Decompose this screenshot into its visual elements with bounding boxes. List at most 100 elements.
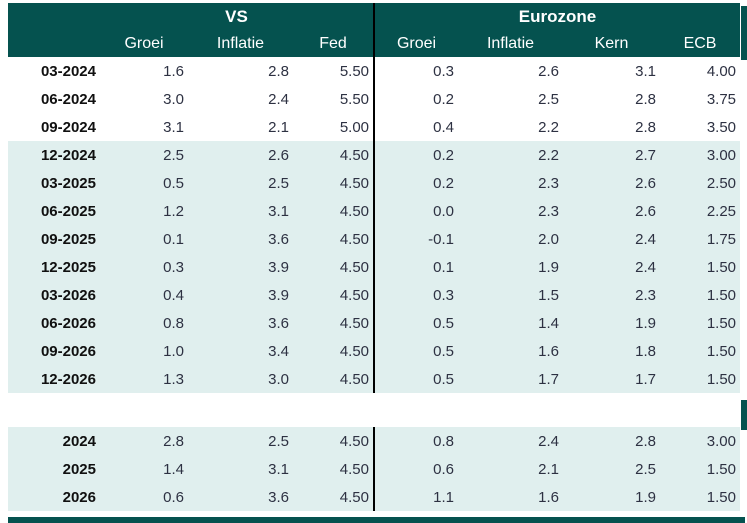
row-label: 06-2024 bbox=[40, 90, 96, 108]
cell: 3.9 bbox=[268, 286, 289, 304]
cell: 1.50 bbox=[706, 488, 736, 506]
cell: 5.50 bbox=[339, 90, 370, 108]
cell: 3.6 bbox=[268, 230, 289, 248]
col-header-vs-groei: Groei bbox=[100, 30, 188, 57]
row-label: 2024 bbox=[62, 432, 96, 450]
cell: 2.3 bbox=[635, 286, 657, 304]
cell: 0.3 bbox=[163, 258, 184, 276]
cell: 3.1 bbox=[268, 460, 289, 478]
cell: 4.50 bbox=[339, 174, 370, 192]
cell: 1.9 bbox=[635, 488, 656, 506]
cell: -0.1 bbox=[373, 225, 459, 253]
cell: 4.50 bbox=[339, 230, 370, 248]
row-label: 2025 bbox=[62, 460, 96, 478]
cell: 1.6 bbox=[538, 488, 559, 506]
cell: 2.3 bbox=[538, 174, 560, 192]
row-label: 03-2025 bbox=[40, 174, 96, 192]
clipped-adjacent-table-fragment-mid bbox=[741, 400, 747, 430]
cell: 2.4 bbox=[268, 90, 289, 108]
group-header-eurozone: Eurozone bbox=[373, 3, 741, 30]
cell: 2.8 bbox=[635, 432, 656, 450]
cell: 3.00 bbox=[706, 146, 737, 164]
cell: 1.2 bbox=[163, 202, 184, 220]
cell: 1.1 bbox=[373, 483, 458, 511]
cell: 2.3 bbox=[538, 202, 560, 220]
col-header-fed: Fed bbox=[293, 30, 375, 57]
cell: 2.2 bbox=[538, 146, 560, 164]
cell: 2.0 bbox=[538, 230, 560, 248]
table-row: 03-2026 0.4 3.9 4.50 0.3 1.5 2.3 1.50 bbox=[8, 281, 741, 309]
cell: 1.6 bbox=[163, 62, 184, 80]
table-row: 2026 0.6 3.6 4.50 1.1 1.6 1.9 1.50 bbox=[8, 483, 740, 511]
cell: 2.1 bbox=[268, 118, 289, 136]
quarterly-rows: 03-2024 1.6 2.8 5.50 0.3 2.6 3.1 4.00 06-2024 3.0… bbox=[8, 57, 741, 393]
annual-summary-table: 2024 2.8 2.5 4.50 0.8 2.4 2.8 3.00 2025 1.4 3.1 4.5… bbox=[8, 427, 740, 511]
table-header: VS Eurozone Groei Inflatie Fed Groei Inf… bbox=[8, 3, 741, 57]
table-row: 03-2025 0.5 2.5 4.50 0.2 2.3 2.6 2.50 bbox=[8, 169, 741, 197]
cell: 2.8 bbox=[163, 432, 184, 450]
cell: 5.50 bbox=[339, 62, 370, 80]
cell: 4.50 bbox=[339, 258, 370, 276]
cell: 4.00 bbox=[706, 62, 737, 80]
table-row: 03-2024 1.6 2.8 5.50 0.3 2.6 3.1 4.00 bbox=[8, 57, 740, 85]
cell: 1.75 bbox=[706, 230, 737, 248]
cell: 1.7 bbox=[538, 370, 560, 388]
row-label: 2026 bbox=[62, 488, 96, 506]
cell: 2.25 bbox=[706, 202, 737, 220]
cell: 3.50 bbox=[706, 118, 737, 136]
col-header-vs-inflatie: Inflatie bbox=[188, 30, 293, 57]
cell: 0.3 bbox=[373, 57, 459, 85]
cell: 3.4 bbox=[268, 342, 289, 360]
cell: 1.50 bbox=[706, 342, 737, 360]
cell: 0.4 bbox=[373, 113, 459, 141]
forecast-sheet: VS Eurozone Groei Inflatie Fed Groei Inf… bbox=[0, 3, 747, 523]
table-row: 09-2026 1.0 3.4 4.50 0.5 1.6 1.8 1.50 bbox=[8, 337, 741, 365]
cell: 0.5 bbox=[373, 309, 459, 337]
cell: 1.7 bbox=[635, 370, 657, 388]
cell: 0.2 bbox=[373, 85, 459, 113]
cell: 4.50 bbox=[339, 146, 370, 164]
cell: 1.50 bbox=[706, 258, 737, 276]
table-row: 09-2024 3.1 2.1 5.00 0.4 2.2 2.8 3.50 bbox=[8, 113, 740, 141]
cell: 3.0 bbox=[268, 370, 289, 388]
cell: 2.4 bbox=[635, 258, 657, 276]
cell: 0.5 bbox=[163, 174, 184, 192]
cell: 0.1 bbox=[163, 230, 184, 248]
cell: 1.50 bbox=[706, 460, 736, 478]
table-row: 06-2024 3.0 2.4 5.50 0.2 2.5 2.8 3.75 bbox=[8, 85, 740, 113]
cell: 2.8 bbox=[268, 62, 289, 80]
table-row: 2024 2.8 2.5 4.50 0.8 2.4 2.8 3.00 bbox=[8, 427, 740, 455]
cell: 5.00 bbox=[339, 118, 370, 136]
row-label: 06-2026 bbox=[40, 314, 96, 332]
cell: 1.50 bbox=[706, 314, 737, 332]
table-row: 09-2025 0.1 3.6 4.50 -0.1 2.0 2.4 1.75 bbox=[8, 225, 741, 253]
cell: 1.9 bbox=[635, 314, 657, 332]
cell: 1.3 bbox=[163, 370, 184, 388]
cell: 2.5 bbox=[268, 432, 289, 450]
cell: 2.4 bbox=[635, 230, 657, 248]
cell: 2.6 bbox=[538, 62, 560, 80]
col-header-ez-groei: Groei bbox=[373, 30, 459, 57]
cell: 1.0 bbox=[163, 342, 184, 360]
cell: 0.1 bbox=[373, 253, 459, 281]
row-label: 03-2026 bbox=[40, 286, 96, 304]
cell: 2.5 bbox=[163, 146, 184, 164]
cell: 1.9 bbox=[538, 258, 560, 276]
cell: 2.6 bbox=[635, 202, 657, 220]
row-label: 12-2026 bbox=[40, 370, 96, 388]
row-label: 09-2025 bbox=[40, 230, 96, 248]
forecast-table: VS Eurozone Groei Inflatie Fed Groei Inf… bbox=[8, 3, 741, 393]
cell: 2.6 bbox=[268, 146, 289, 164]
annual-summary-rows: 2024 2.8 2.5 4.50 0.8 2.4 2.8 3.00 2025 1.4 3.1 4.5… bbox=[8, 427, 740, 511]
cell: 3.6 bbox=[268, 488, 289, 506]
header-corner bbox=[8, 3, 100, 30]
cell: 3.9 bbox=[268, 258, 289, 276]
cell: 0.5 bbox=[373, 337, 459, 365]
cell: 3.0 bbox=[163, 90, 184, 108]
header-corner-spacer bbox=[8, 30, 100, 57]
cell: 4.50 bbox=[339, 432, 369, 450]
cell: 0.6 bbox=[163, 488, 184, 506]
cell: 2.5 bbox=[538, 90, 560, 108]
cell: 0.0 bbox=[373, 197, 459, 225]
cell: 2.5 bbox=[635, 460, 656, 478]
